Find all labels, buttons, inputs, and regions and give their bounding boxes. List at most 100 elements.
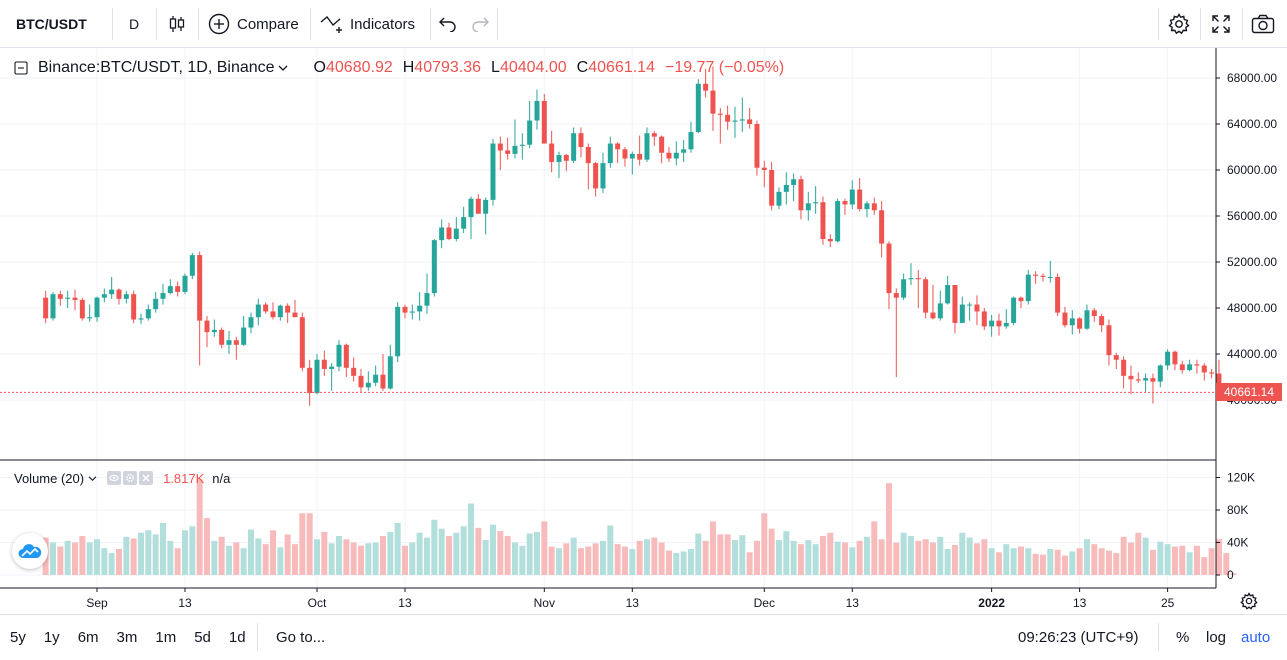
candle-body	[835, 201, 841, 242]
volume-bar	[944, 549, 951, 575]
candle-body	[255, 304, 261, 318]
volume-bar	[379, 536, 386, 575]
volume-bar	[599, 540, 606, 575]
candle-body	[908, 278, 914, 280]
range-button-1m[interactable]: 1m	[155, 628, 177, 646]
candle	[886, 241, 892, 310]
candle	[534, 89, 540, 130]
candle	[497, 136, 503, 170]
volume-bar	[1186, 552, 1193, 575]
symbol-search-button[interactable]: BTC/USDT	[0, 0, 112, 48]
candle	[1128, 365, 1134, 395]
candle-body	[409, 311, 415, 313]
candle	[593, 161, 599, 197]
candle-body	[549, 143, 555, 162]
candle	[974, 295, 980, 326]
log-label: log	[1206, 628, 1227, 646]
candle	[1055, 273, 1061, 317]
volume-bar	[123, 536, 130, 575]
settings-icon[interactable]	[123, 471, 138, 485]
time-tick-label: Nov	[534, 596, 555, 610]
candle	[226, 331, 232, 354]
clock[interactable]: 09:26:23 (UTC+9)	[1018, 615, 1138, 659]
time-axis-settings-icon[interactable]	[1240, 592, 1258, 610]
time-axis[interactable]: Sep 13 Oct 13 Nov 13 Dec 13 2022 13 25	[86, 588, 1175, 610]
bottom-toolbar: 5y 1y 6m 3m 1m 5d 1d Go to... 09:26:23 (UTC+9)…	[0, 614, 1287, 658]
range-button-3m[interactable]: 3m	[116, 628, 138, 646]
candle-body	[123, 294, 129, 299]
candle	[109, 276, 115, 299]
close-icon[interactable]	[139, 471, 154, 485]
candle-body	[402, 306, 408, 313]
range-button-1d[interactable]: 1d	[228, 628, 246, 646]
volume-bar	[467, 503, 474, 575]
volume-bar	[680, 551, 687, 575]
interval-button[interactable]: D	[112, 0, 156, 48]
candle	[123, 290, 129, 304]
candle	[1106, 319, 1112, 366]
candle	[651, 130, 657, 146]
range-button-5y[interactable]: 5y	[10, 628, 26, 646]
volume-bar	[717, 534, 724, 575]
indicators-button[interactable]: Indicators	[310, 0, 430, 48]
candle-body	[1121, 359, 1127, 376]
candle-body	[299, 317, 305, 368]
candle-body	[923, 279, 929, 313]
candle-body	[263, 304, 269, 312]
percent-scale-toggle[interactable]: %	[1176, 615, 1189, 659]
candle-body	[358, 375, 364, 388]
compare-button[interactable]: Compare	[198, 0, 310, 48]
candle	[43, 290, 49, 323]
volume-bar	[482, 540, 489, 575]
volume-bar	[893, 542, 900, 575]
range-button-5d[interactable]: 5d	[194, 628, 211, 646]
volume-study-title[interactable]: Volume (20)	[14, 470, 85, 486]
candle	[563, 153, 569, 172]
candle-body	[453, 228, 459, 239]
volume-bar	[995, 552, 1002, 575]
candle-body	[710, 90, 716, 114]
volume-bar	[1142, 537, 1149, 575]
range-button-1y[interactable]: 1y	[43, 628, 60, 646]
chevron-down-icon[interactable]	[88, 475, 97, 482]
tradingview-logo[interactable]	[12, 533, 48, 569]
volume-bar	[423, 537, 430, 575]
eye-icon[interactable]	[107, 471, 122, 485]
candle-body	[505, 150, 511, 154]
candle-body	[79, 299, 85, 319]
toolbar-divider	[198, 8, 199, 40]
candle-body	[1113, 355, 1119, 360]
chart-style-button[interactable]	[156, 0, 198, 48]
candle	[197, 251, 203, 366]
undo-button[interactable]	[432, 0, 464, 48]
chart-canvas[interactable]: 72000.0068000.0064000.0060000.0056000.00…	[0, 48, 1287, 614]
auto-scale-toggle[interactable]: auto	[1241, 615, 1270, 659]
snapshot-button[interactable]	[1242, 0, 1284, 48]
candle	[101, 288, 107, 303]
candle-body	[321, 359, 327, 369]
collapse-legend-icon[interactable]	[14, 61, 28, 75]
volume-bar	[115, 549, 122, 575]
volume-bar	[709, 521, 716, 575]
volume-bar	[629, 549, 636, 575]
log-scale-toggle[interactable]: log	[1206, 615, 1226, 659]
range-button-6m[interactable]: 6m	[77, 628, 99, 646]
volume-bar	[409, 542, 416, 575]
volume-bar	[218, 536, 225, 575]
symbol-title[interactable]: Binance:BTC/USDT, 1D, Binance	[38, 59, 275, 76]
goto-button[interactable]: Go to...	[276, 615, 325, 659]
fullscreen-button[interactable]	[1200, 0, 1242, 48]
redo-button[interactable]	[464, 0, 496, 48]
toolbar-divider	[156, 8, 157, 40]
candle	[1157, 364, 1163, 388]
candle	[717, 107, 723, 144]
candle	[549, 130, 555, 173]
candle	[1201, 363, 1207, 381]
candle-body	[637, 153, 643, 160]
volume-axis[interactable]: 120K 80K 40K 0	[1216, 471, 1255, 583]
chevron-down-icon[interactable]	[278, 64, 288, 72]
candle	[241, 316, 247, 346]
price-axis[interactable]: 72000.0068000.0064000.0060000.0056000.00…	[1216, 48, 1277, 407]
settings-button[interactable]	[1158, 0, 1200, 48]
candle-body	[849, 189, 855, 205]
